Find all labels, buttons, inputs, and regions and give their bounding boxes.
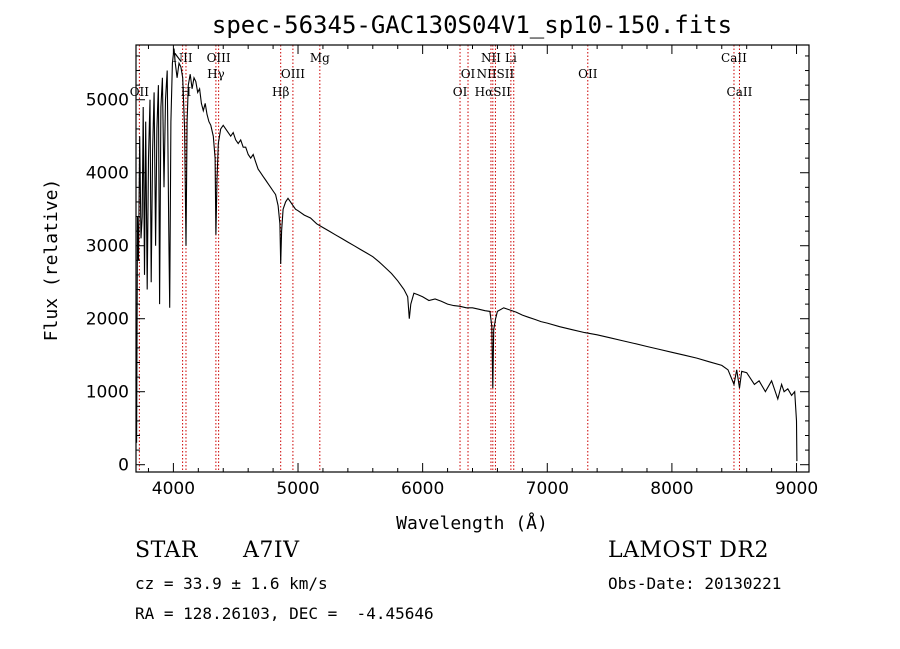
line-markers <box>138 45 740 472</box>
line-label: HαSII <box>475 85 512 99</box>
series-group <box>135 48 798 462</box>
obs-date: Obs-Date: 20130221 <box>608 574 782 593</box>
x-tick-label: 5000 <box>276 479 319 499</box>
redshift-value: cz = 33.9 ± 1.6 km/s <box>135 574 328 593</box>
line-label: OIII <box>207 51 231 65</box>
x-tick-label: 9000 <box>775 479 818 499</box>
y-tick-label: 2000 <box>86 310 129 330</box>
line-label: Li <box>505 51 517 65</box>
spectrum-series <box>135 48 798 462</box>
line-label: Hβ <box>272 85 289 99</box>
line-label: Hγ <box>207 67 225 81</box>
x-tick-label: 8000 <box>650 479 693 499</box>
chart-title: spec-56345-GAC130S04V1_sp10-150.fits <box>212 11 732 39</box>
survey-name: LAMOST DR2 <box>608 538 769 563</box>
line-label: Mg <box>310 51 330 65</box>
x-axis-label: Wavelength (Å) <box>396 512 548 534</box>
line-label: OII <box>130 85 150 99</box>
line-label: CaII <box>721 51 747 65</box>
y-tick-label: 4000 <box>86 164 129 184</box>
axes: 4000 5000 6000 7000 8000 9000 0 1000 2000 3000 400… <box>86 45 818 499</box>
y-tick-label: 5000 <box>86 91 129 111</box>
x-tick-label: 6000 <box>401 479 444 499</box>
y-axis-label: Flux (relative) <box>41 179 62 342</box>
line-label: H <box>181 85 191 99</box>
line-label: NII <box>173 51 193 65</box>
y-tick-label: 1000 <box>86 383 129 403</box>
object-type: STAR <box>135 538 198 563</box>
line-label: OI <box>461 67 476 81</box>
object-subclass: A7IV <box>243 538 300 563</box>
line-label: CaII <box>727 85 753 99</box>
line-label: OIII <box>281 67 305 81</box>
line-labels: OII NII H OIII Hγ Hβ OIII Mg OI OI NII Li NIISII HαSI… <box>130 51 753 99</box>
x-tick-label: 7000 <box>526 479 569 499</box>
x-tick-label: 4000 <box>152 479 195 499</box>
coordinates: RA = 128.26103, DEC = -4.45646 <box>135 604 434 623</box>
line-label: NII <box>481 51 501 65</box>
y-tick-label: 0 <box>118 456 129 476</box>
line-label: OII <box>578 67 598 81</box>
line-label: OI <box>453 85 468 99</box>
line-label: NIISII <box>477 67 515 81</box>
y-tick-label: 3000 <box>86 237 129 257</box>
plot-frame <box>135 44 810 473</box>
